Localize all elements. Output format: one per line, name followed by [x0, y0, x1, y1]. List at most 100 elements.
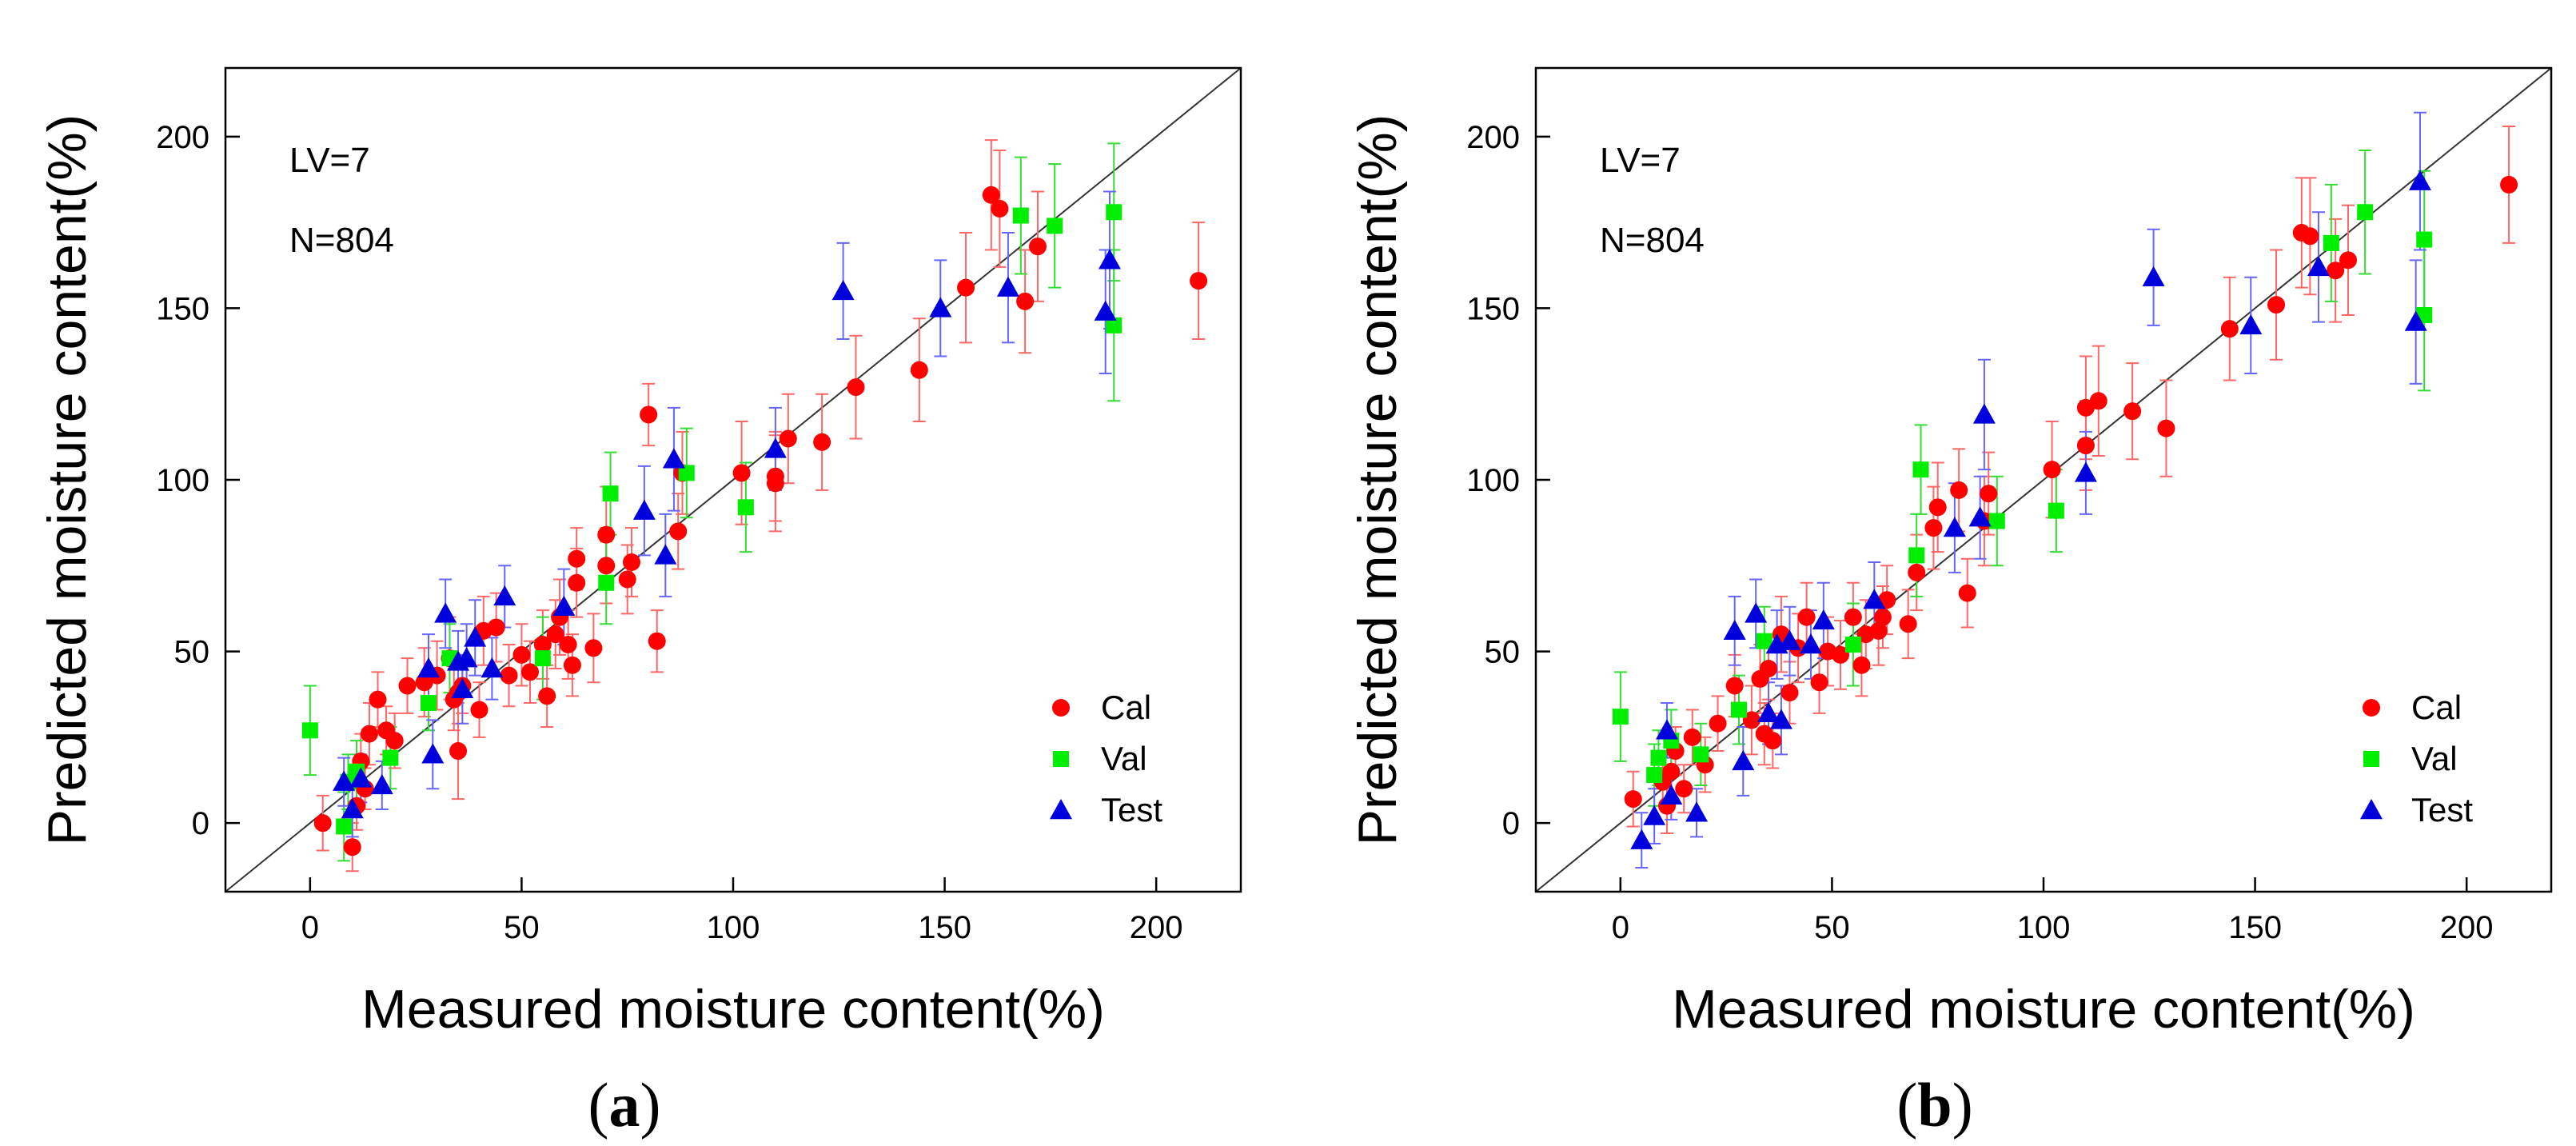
data-point-test [370, 773, 393, 795]
x-tick-label: 50 [504, 910, 540, 945]
data-point-cal [2157, 419, 2175, 437]
data-point-test [341, 798, 364, 819]
data-point-cal [1873, 608, 1892, 626]
data-point-test [1094, 300, 1117, 321]
data-point-cal [398, 677, 417, 695]
data-point-test [929, 297, 952, 317]
data-point-val [1646, 767, 1663, 784]
data-point-cal [538, 687, 556, 705]
legend-marker-cal [2363, 699, 2380, 717]
data-point-val [2357, 204, 2374, 221]
data-point-cal [2089, 392, 2107, 410]
data-point-val [1106, 204, 1123, 221]
data-point-cal [1924, 519, 1943, 537]
data-point-cal [1675, 780, 1693, 798]
data-point-val [1106, 317, 1123, 333]
data-point-cal [1662, 762, 1681, 781]
data-point-cal [2267, 296, 2286, 314]
data-point-cal [2043, 461, 2061, 479]
data-point-val [1650, 749, 1667, 766]
data-point-val [602, 485, 619, 502]
data-point-val [1844, 637, 1861, 653]
data-point-test [1968, 506, 1992, 527]
identity-line [1535, 67, 2552, 892]
panel-label-a: (a) [588, 1070, 661, 1140]
data-point-val [2323, 234, 2339, 251]
data-point-cal [1029, 238, 1047, 256]
data-point-cal [546, 625, 564, 644]
data-point-cal [1869, 621, 1888, 640]
data-point-test [349, 767, 373, 788]
data-point-cal [618, 570, 636, 589]
data-point-cal [1908, 563, 1926, 581]
legend-label-val: Val [1101, 740, 1147, 777]
data-point-test [1778, 629, 1801, 650]
legend-label-test: Test [2411, 791, 2473, 829]
data-point-cal [559, 636, 577, 653]
data-point-cal [1980, 485, 1998, 503]
data-point-test [493, 585, 516, 606]
data-point-test [481, 657, 504, 678]
data-point-test [2404, 310, 2427, 331]
data-point-cal [343, 838, 361, 857]
annotation-n: N=804 [1600, 221, 1705, 260]
legend-marker-cal [1052, 699, 1070, 717]
x-axis-label: Measured moisture content(%) [361, 979, 1105, 1040]
data-point-cal [640, 405, 658, 424]
data-point-cal [910, 361, 928, 379]
data-point-cal [2220, 320, 2239, 338]
y-tick-label: 150 [1466, 291, 1520, 326]
data-point-cal [766, 474, 784, 493]
data-point-cal [360, 725, 378, 743]
data-point-test [1732, 749, 1755, 771]
data-point-test [1757, 701, 1780, 723]
data-point-val [301, 722, 318, 739]
data-point-test [333, 770, 356, 791]
legend-label-test: Test [1101, 791, 1162, 829]
data-point-cal [847, 378, 865, 397]
data-point-test [552, 595, 576, 616]
data-point-cal [991, 199, 1009, 218]
data-point-val [678, 465, 695, 481]
legend-label-val: Val [2411, 740, 2458, 777]
data-point-val [1908, 547, 1925, 564]
y-tick-label: 100 [1466, 463, 1520, 498]
data-point-test [1098, 249, 1121, 270]
y-tick-label: 200 [1466, 120, 1520, 155]
legend-marker-val [2363, 751, 2379, 767]
data-point-test [1685, 801, 1709, 822]
data-point-cal [470, 701, 488, 719]
data-point-cal [1797, 608, 1816, 626]
legend-label-cal: Cal [1101, 689, 1151, 726]
x-tick-label: 150 [2228, 910, 2282, 945]
data-point-test [1723, 619, 1746, 641]
data-point-test [451, 677, 474, 698]
data-point-test [996, 276, 1019, 297]
data-point-cal [449, 742, 468, 761]
data-point-cal [1190, 272, 1208, 290]
data-point-cal [1844, 608, 1862, 626]
data-point-cal [623, 553, 640, 571]
data-point-val [336, 818, 353, 835]
chart-panel-b: 0 50 100 150 200 0 50 100 150 200 Measured moistur… [1347, 66, 2553, 1040]
data-point-cal [1832, 645, 1849, 664]
data-point-cal [1852, 656, 1871, 674]
data-point-cal [1709, 714, 1727, 733]
data-point-test [421, 743, 445, 764]
data-point-val [1612, 709, 1629, 725]
data-point-test [1812, 609, 1835, 630]
data-point-test [434, 602, 457, 623]
data-point-cal [2339, 251, 2357, 270]
data-point-test [1799, 633, 1822, 654]
data-point-cal [1899, 615, 1917, 633]
data-point-test [2307, 255, 2330, 277]
data-point-test [417, 657, 440, 678]
y-tick-label: 50 [1485, 635, 1521, 670]
y-tick-label: 0 [192, 806, 209, 841]
legend-marker-val [1053, 751, 1069, 767]
data-point-test [2408, 170, 2431, 190]
data-point-test [662, 448, 685, 469]
data-point-cal [2500, 175, 2518, 194]
data-point-test [1643, 805, 1666, 825]
